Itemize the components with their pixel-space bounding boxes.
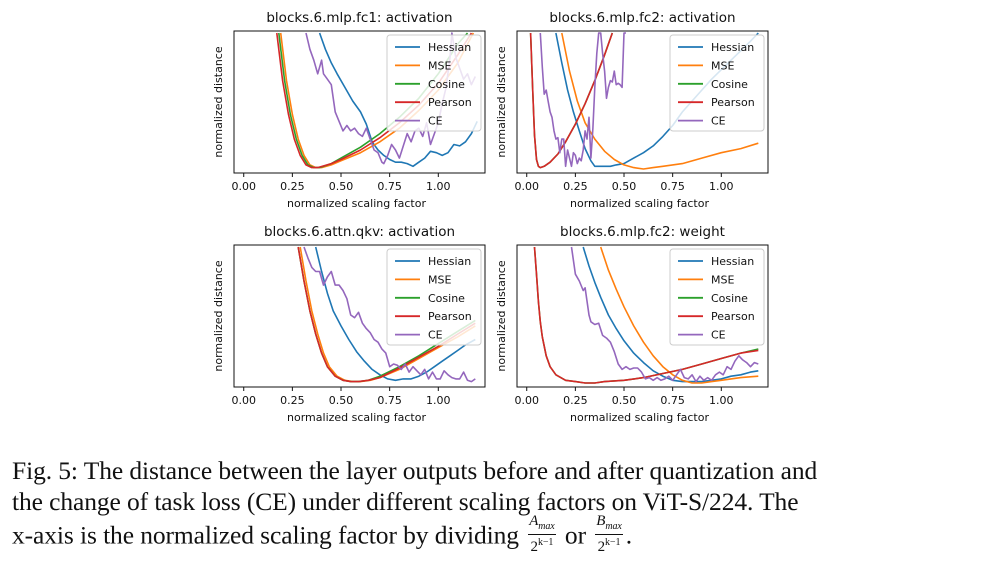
caption-line-1: Fig. 5: The distance between the layer o… bbox=[12, 456, 818, 485]
series-line-hessian bbox=[582, 246, 759, 383]
subplot-3: blocks.6.attn.qkv: activation normalized … bbox=[212, 224, 486, 424]
legend: Hessian MSE Cosine Pearson CE bbox=[669, 248, 765, 346]
subplot-1: blocks.6.mlp.fc1: activation normalized d… bbox=[212, 10, 486, 210]
subplot-title: blocks.6.attn.qkv: activation bbox=[264, 224, 455, 240]
legend-label-ce: CE bbox=[428, 115, 443, 128]
x-axis-label: normalized scaling factor bbox=[570, 411, 709, 424]
series-line-hessian bbox=[314, 246, 476, 382]
legend: Hessian MSE Cosine Pearson CE bbox=[386, 248, 482, 346]
legend-label-ce: CE bbox=[711, 329, 726, 342]
legend-label-cosine: Cosine bbox=[428, 78, 465, 91]
x-tick-label: 0.75 bbox=[660, 394, 685, 407]
legend-label-mse: MSE bbox=[711, 273, 734, 286]
figure-panels: blocks.6.mlp.fc1: activation normalized d… bbox=[212, 10, 769, 424]
x-tick-label: 0.50 bbox=[612, 394, 637, 407]
series-line-pearson bbox=[529, 32, 614, 169]
series-line-ce bbox=[539, 32, 626, 168]
x-tick-label: 0.00 bbox=[514, 180, 539, 193]
frac-a-exp: k−1 bbox=[537, 537, 554, 548]
legend-label-pearson: Pearson bbox=[428, 96, 472, 109]
x-tick-label: 0.25 bbox=[280, 180, 305, 193]
legend-label-hessian: Hessian bbox=[428, 41, 471, 54]
series-line-mse bbox=[561, 32, 759, 170]
x-tick-label: 0.25 bbox=[563, 394, 588, 407]
legend-label-ce: CE bbox=[711, 115, 726, 128]
fraction-b-max: Bmax 2k−1 bbox=[595, 513, 623, 555]
x-tick-label: 0.50 bbox=[329, 394, 354, 407]
subplot-2: blocks.6.mlp.fc2: activation normalized d… bbox=[495, 10, 769, 210]
x-tick-label: 0.50 bbox=[329, 180, 354, 193]
frac-a-den: 2 bbox=[530, 539, 539, 555]
x-tick-label: 0.75 bbox=[377, 394, 402, 407]
legend-label-pearson: Pearson bbox=[428, 310, 472, 323]
x-tick-label: 0.25 bbox=[563, 180, 588, 193]
series-line-pearson bbox=[297, 246, 476, 383]
frac-b-exp: k−1 bbox=[605, 537, 621, 548]
caption-line-3-text: x-axis is the normalized scaling factor … bbox=[12, 520, 519, 550]
x-tick-label: 0.00 bbox=[231, 394, 256, 407]
series-line-pearson bbox=[533, 246, 759, 384]
y-axis-label: normalized distance bbox=[212, 260, 225, 371]
legend-label-hessian: Hessian bbox=[428, 255, 471, 268]
legend: Hessian MSE Cosine Pearson CE bbox=[386, 34, 482, 132]
x-tick-label: 0.25 bbox=[280, 394, 305, 407]
fraction-a-max: Amax 2k−1 bbox=[528, 513, 556, 555]
legend-label-hessian: Hessian bbox=[711, 255, 754, 268]
legend-label-cosine: Cosine bbox=[711, 78, 748, 91]
x-tick-label: 1.00 bbox=[426, 394, 451, 407]
axes-frame bbox=[233, 244, 486, 388]
legend-label-pearson: Pearson bbox=[711, 96, 755, 109]
x-tick-label: 1.00 bbox=[709, 180, 734, 193]
legend-label-ce: CE bbox=[428, 329, 443, 342]
x-tick-label: 0.50 bbox=[612, 180, 637, 193]
series-line-ce bbox=[570, 246, 759, 383]
legend-label-mse: MSE bbox=[428, 273, 451, 286]
x-tick-label: 0.00 bbox=[514, 394, 539, 407]
subplot-4: blocks.6.mlp.fc2: weight normalized dista… bbox=[495, 224, 769, 424]
legend: Hessian MSE Cosine Pearson CE bbox=[669, 34, 765, 132]
x-tick-label: 0.75 bbox=[660, 180, 685, 193]
subplot-title: blocks.6.mlp.fc2: activation bbox=[549, 10, 735, 26]
caption-or: or bbox=[564, 520, 586, 550]
x-axis-label: normalized scaling factor bbox=[287, 197, 426, 210]
legend-label-hessian: Hessian bbox=[711, 41, 754, 54]
x-tick-label: 0.75 bbox=[377, 180, 402, 193]
subplot-title: blocks.6.mlp.fc1: activation bbox=[266, 10, 452, 26]
frac-a-num: A bbox=[529, 513, 539, 529]
series-line-cosine bbox=[529, 32, 614, 169]
caption-line-3: x-axis is the normalized scaling factor … bbox=[12, 513, 987, 558]
x-axis-label: normalized scaling factor bbox=[570, 197, 709, 210]
series-line-hessian bbox=[318, 32, 478, 168]
axes-frame bbox=[516, 30, 769, 174]
legend-label-cosine: Cosine bbox=[711, 292, 748, 305]
x-tick-label: 0.00 bbox=[231, 180, 256, 193]
x-tick-label: 1.00 bbox=[709, 394, 734, 407]
frac-b-num: B bbox=[596, 513, 606, 529]
legend-label-pearson: Pearson bbox=[711, 310, 755, 323]
caption-period: . bbox=[625, 520, 632, 550]
x-axis-label: normalized scaling factor bbox=[287, 411, 426, 424]
figure-caption: Fig. 5: The distance between the layer o… bbox=[12, 455, 987, 558]
legend-label-cosine: Cosine bbox=[428, 292, 465, 305]
y-axis-label: normalized distance bbox=[495, 260, 508, 371]
series-line-ce bbox=[303, 246, 476, 383]
y-axis-label: normalized distance bbox=[495, 46, 508, 157]
caption-line-2: the change of task loss (CE) under diffe… bbox=[12, 487, 799, 516]
legend-label-mse: MSE bbox=[428, 59, 451, 72]
frac-b-sub: max bbox=[605, 521, 622, 532]
subplot-title: blocks.6.mlp.fc2: weight bbox=[560, 224, 725, 240]
axes-frame bbox=[516, 244, 769, 388]
frac-b-den: 2 bbox=[597, 539, 606, 555]
axes-frame bbox=[233, 30, 486, 174]
x-tick-label: 1.00 bbox=[426, 180, 451, 193]
frac-a-sub: max bbox=[538, 521, 555, 532]
y-axis-label: normalized distance bbox=[212, 46, 225, 157]
series-line-mse bbox=[599, 246, 759, 384]
legend-label-mse: MSE bbox=[711, 59, 734, 72]
